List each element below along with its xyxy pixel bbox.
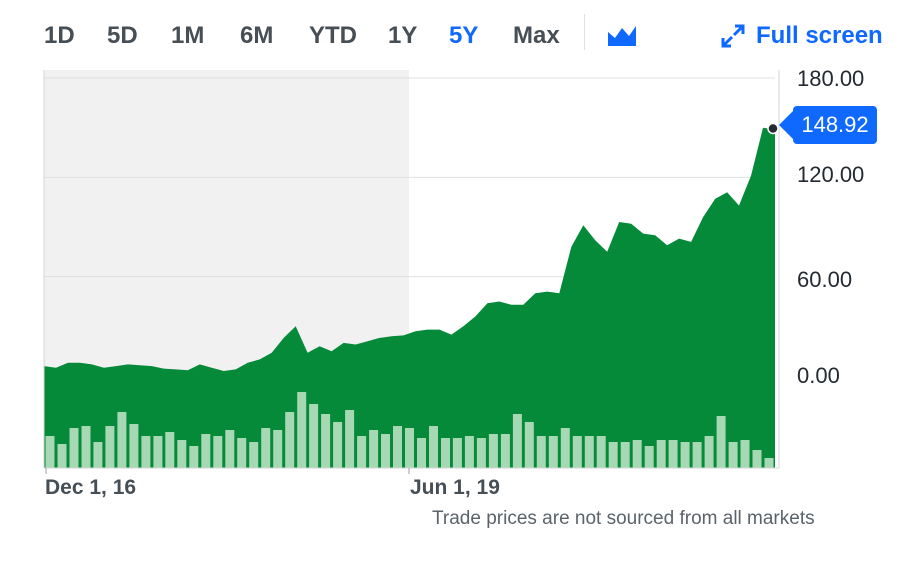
range-5y-button[interactable]: 5Y bbox=[449, 22, 479, 49]
volume-bar bbox=[105, 426, 115, 468]
chart-toolbar: 1D 5D 1M 6M YTD 1Y 5Y Max Full screen bbox=[0, 0, 906, 70]
fullscreen-label: Full screen bbox=[756, 22, 883, 49]
volume-bar bbox=[237, 438, 247, 468]
volume-bar bbox=[321, 414, 331, 468]
volume-bar bbox=[117, 412, 127, 468]
y-tick-label: 120.00 bbox=[797, 162, 865, 187]
volume-bar bbox=[584, 436, 594, 468]
volume-bar bbox=[704, 436, 714, 468]
volume-bar bbox=[752, 450, 762, 468]
volume-bar bbox=[357, 436, 367, 468]
volume-bar bbox=[201, 434, 211, 468]
expand-arrows-icon bbox=[721, 24, 745, 48]
volume-bar bbox=[249, 442, 259, 468]
volume-bar bbox=[69, 428, 79, 468]
volume-bar bbox=[405, 428, 414, 468]
volume-bar bbox=[441, 438, 450, 468]
volume-bar bbox=[608, 442, 618, 468]
volume-bar bbox=[524, 422, 534, 468]
y-tick-label: 180.00 bbox=[797, 66, 865, 91]
volume-bar bbox=[213, 436, 223, 468]
data-source-footnote: Trade prices are not sourced from all ma… bbox=[432, 508, 815, 529]
range-5d-button[interactable]: 5D bbox=[107, 22, 138, 49]
x-tick-label: Dec 1, 16 bbox=[45, 476, 137, 499]
area-chart-icon bbox=[608, 26, 636, 46]
volume-bar bbox=[381, 434, 390, 468]
y-tick-label: 60.00 bbox=[797, 267, 853, 292]
volume-bar bbox=[764, 458, 774, 468]
volume-bar bbox=[656, 440, 666, 468]
volume-bar bbox=[57, 444, 67, 468]
volume-bar bbox=[129, 424, 139, 468]
volume-bar bbox=[668, 440, 678, 468]
volume-bar bbox=[728, 442, 738, 468]
volume-bar bbox=[464, 436, 474, 468]
volume-bar bbox=[393, 426, 402, 468]
range-ytd-button[interactable]: YTD bbox=[309, 22, 357, 49]
volume-bar bbox=[141, 436, 151, 468]
volume-bar bbox=[536, 436, 546, 468]
volume-bar bbox=[644, 446, 654, 468]
volume-bar bbox=[417, 438, 426, 468]
volume-bar bbox=[560, 428, 570, 468]
volume-bar bbox=[81, 426, 91, 468]
volume-bar bbox=[45, 436, 55, 468]
toolbar-divider bbox=[584, 14, 585, 50]
range-1y-button[interactable]: 1Y bbox=[388, 22, 418, 49]
volume-bar bbox=[177, 440, 187, 468]
volume-bar bbox=[297, 392, 307, 468]
volume-bar bbox=[512, 414, 522, 468]
volume-bar bbox=[285, 412, 295, 468]
volume-bar bbox=[716, 416, 726, 468]
range-1m-button[interactable]: 1M bbox=[171, 22, 205, 49]
volume-bar bbox=[452, 438, 462, 468]
volume-bar bbox=[692, 442, 702, 468]
volume-bar bbox=[225, 430, 235, 468]
volume-bar bbox=[345, 410, 355, 468]
x-tick-label: Jun 1, 19 bbox=[410, 476, 500, 499]
volume-bar bbox=[548, 436, 558, 468]
range-max-button[interactable]: Max bbox=[513, 22, 560, 49]
volume-bar bbox=[476, 438, 486, 468]
volume-bar bbox=[93, 442, 103, 468]
volume-bar bbox=[620, 442, 630, 468]
volume-bar bbox=[261, 428, 271, 468]
volume-bar bbox=[632, 440, 642, 468]
volume-bar bbox=[740, 440, 750, 468]
volume-bar bbox=[596, 436, 606, 468]
range-6m-button[interactable]: 6M bbox=[240, 22, 274, 49]
chart-type-button[interactable] bbox=[606, 22, 638, 48]
volume-bar bbox=[153, 436, 163, 468]
volume-bar bbox=[333, 422, 343, 468]
volume-bar bbox=[572, 436, 582, 468]
volume-bar bbox=[429, 426, 438, 468]
price-area bbox=[44, 127, 775, 468]
volume-bar bbox=[189, 446, 199, 468]
current-price-marker bbox=[767, 122, 779, 135]
volume-bar bbox=[165, 432, 175, 468]
volume-bar bbox=[273, 430, 283, 468]
volume-bar bbox=[309, 404, 319, 468]
range-1d-button[interactable]: 1D bbox=[44, 22, 75, 49]
y-tick-label: 0.00 bbox=[797, 363, 840, 388]
volume-bar bbox=[680, 442, 690, 468]
volume-bar bbox=[488, 434, 498, 468]
volume-bar bbox=[500, 434, 510, 468]
current-price-badge: 148.92 bbox=[779, 106, 877, 144]
volume-bar bbox=[369, 430, 379, 468]
